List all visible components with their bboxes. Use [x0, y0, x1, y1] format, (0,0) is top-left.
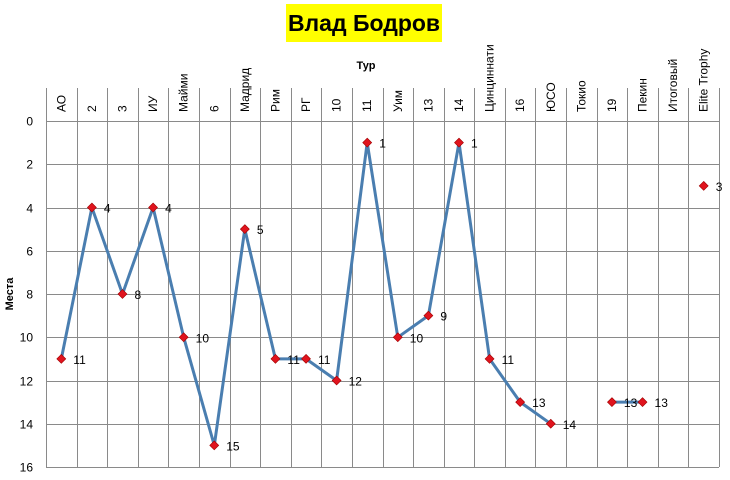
x-tick-label: ЮСО — [544, 82, 558, 112]
x-tick-label: Мадрид — [238, 68, 252, 112]
x-tick-label: АО — [54, 95, 68, 112]
data-label: 13 — [655, 396, 669, 410]
data-label: 14 — [563, 418, 577, 432]
data-label: 8 — [134, 288, 141, 302]
data-label: 10 — [196, 331, 210, 345]
data-label: 10 — [410, 331, 424, 345]
data-point-marker — [484, 353, 495, 364]
x-tick-label: Рим — [268, 89, 282, 112]
y-tick-label: 12 — [20, 375, 34, 389]
data-label: 11 — [502, 353, 515, 367]
x-tick-label: 6 — [207, 105, 221, 112]
x-tick-label: РГ — [299, 97, 313, 112]
x-tick-label: Майми — [177, 74, 191, 112]
x-tick-label: 3 — [115, 105, 129, 112]
x-tick-label: 2 — [85, 105, 99, 112]
data-label: 5 — [257, 223, 264, 237]
data-label: 13 — [624, 396, 638, 410]
data-point-marker — [178, 332, 189, 343]
data-point-marker — [56, 353, 67, 364]
x-axis-title: Тур — [357, 60, 376, 72]
data-point-marker — [423, 310, 434, 321]
data-label: 4 — [165, 202, 172, 216]
x-tick-label: 10 — [330, 98, 344, 112]
y-axis-title: Места — [4, 277, 16, 311]
data-label: 9 — [440, 310, 447, 324]
x-tick-label: Итоговый — [666, 59, 680, 112]
x-tick-label: 16 — [513, 98, 527, 112]
x-tick-label: 14 — [452, 98, 466, 112]
data-point-marker — [545, 418, 556, 429]
y-tick-label: 2 — [26, 158, 33, 172]
y-tick-label: 0 — [26, 115, 33, 129]
y-tick-labels: 0 2 4 6 8 10 12 14 16 — [20, 115, 34, 475]
data-point-marker — [270, 353, 281, 364]
data-label: 15 — [226, 439, 240, 453]
x-tick-label: Уим — [391, 90, 405, 112]
data-label: 13 — [532, 396, 546, 410]
data-point-marker — [239, 224, 250, 235]
data-point-marker — [301, 353, 311, 364]
data-label: 11 — [287, 353, 300, 367]
x-tick-label: 13 — [421, 98, 435, 112]
y-tick-label: 16 — [20, 461, 34, 475]
horizontal-gridlines — [46, 121, 719, 468]
data-label: 4 — [104, 202, 111, 216]
data-label: 12 — [349, 375, 363, 389]
data-point-marker — [607, 397, 617, 408]
data-markers — [56, 137, 709, 451]
y-tick-label: 8 — [26, 288, 33, 302]
data-label: 11 — [318, 353, 331, 367]
data-point-marker — [698, 180, 709, 191]
x-tick-label: Токио — [574, 80, 588, 112]
y-tick-label: 14 — [20, 418, 34, 432]
data-point-marker — [454, 137, 464, 148]
data-label: 11 — [73, 353, 86, 367]
data-point-marker — [362, 137, 373, 148]
data-label: 1 — [471, 137, 478, 151]
y-tick-label: 4 — [26, 202, 33, 216]
x-tick-label: Пекин — [636, 78, 650, 112]
data-point-marker — [148, 202, 158, 213]
data-point-marker — [515, 397, 526, 408]
data-point-marker — [331, 375, 342, 386]
data-label: 3 — [716, 180, 723, 194]
data-point-marker — [392, 332, 403, 343]
y-tick-label: 6 — [26, 245, 33, 259]
x-tick-label: Цинциннати — [483, 44, 497, 112]
vertical-gridlines — [46, 88, 720, 467]
x-tick-labels: АО 2 3 ИУ Майми 6 Мадрид Рим РГ 10 11 Уим 13 14 Цинцин… — [54, 44, 710, 112]
data-label: 1 — [379, 137, 386, 151]
x-tick-label: ИУ — [146, 95, 160, 112]
data-point-marker — [637, 397, 648, 408]
data-point-marker — [209, 440, 220, 451]
data-point-marker — [86, 202, 97, 213]
chart-title: Влад Бодров — [286, 4, 442, 42]
x-tick-label: Elite Trophy — [697, 49, 711, 112]
data-point-marker — [117, 289, 128, 299]
y-tick-label: 10 — [20, 331, 34, 345]
x-tick-label: 11 — [360, 99, 374, 112]
x-tick-label: 19 — [605, 98, 619, 112]
